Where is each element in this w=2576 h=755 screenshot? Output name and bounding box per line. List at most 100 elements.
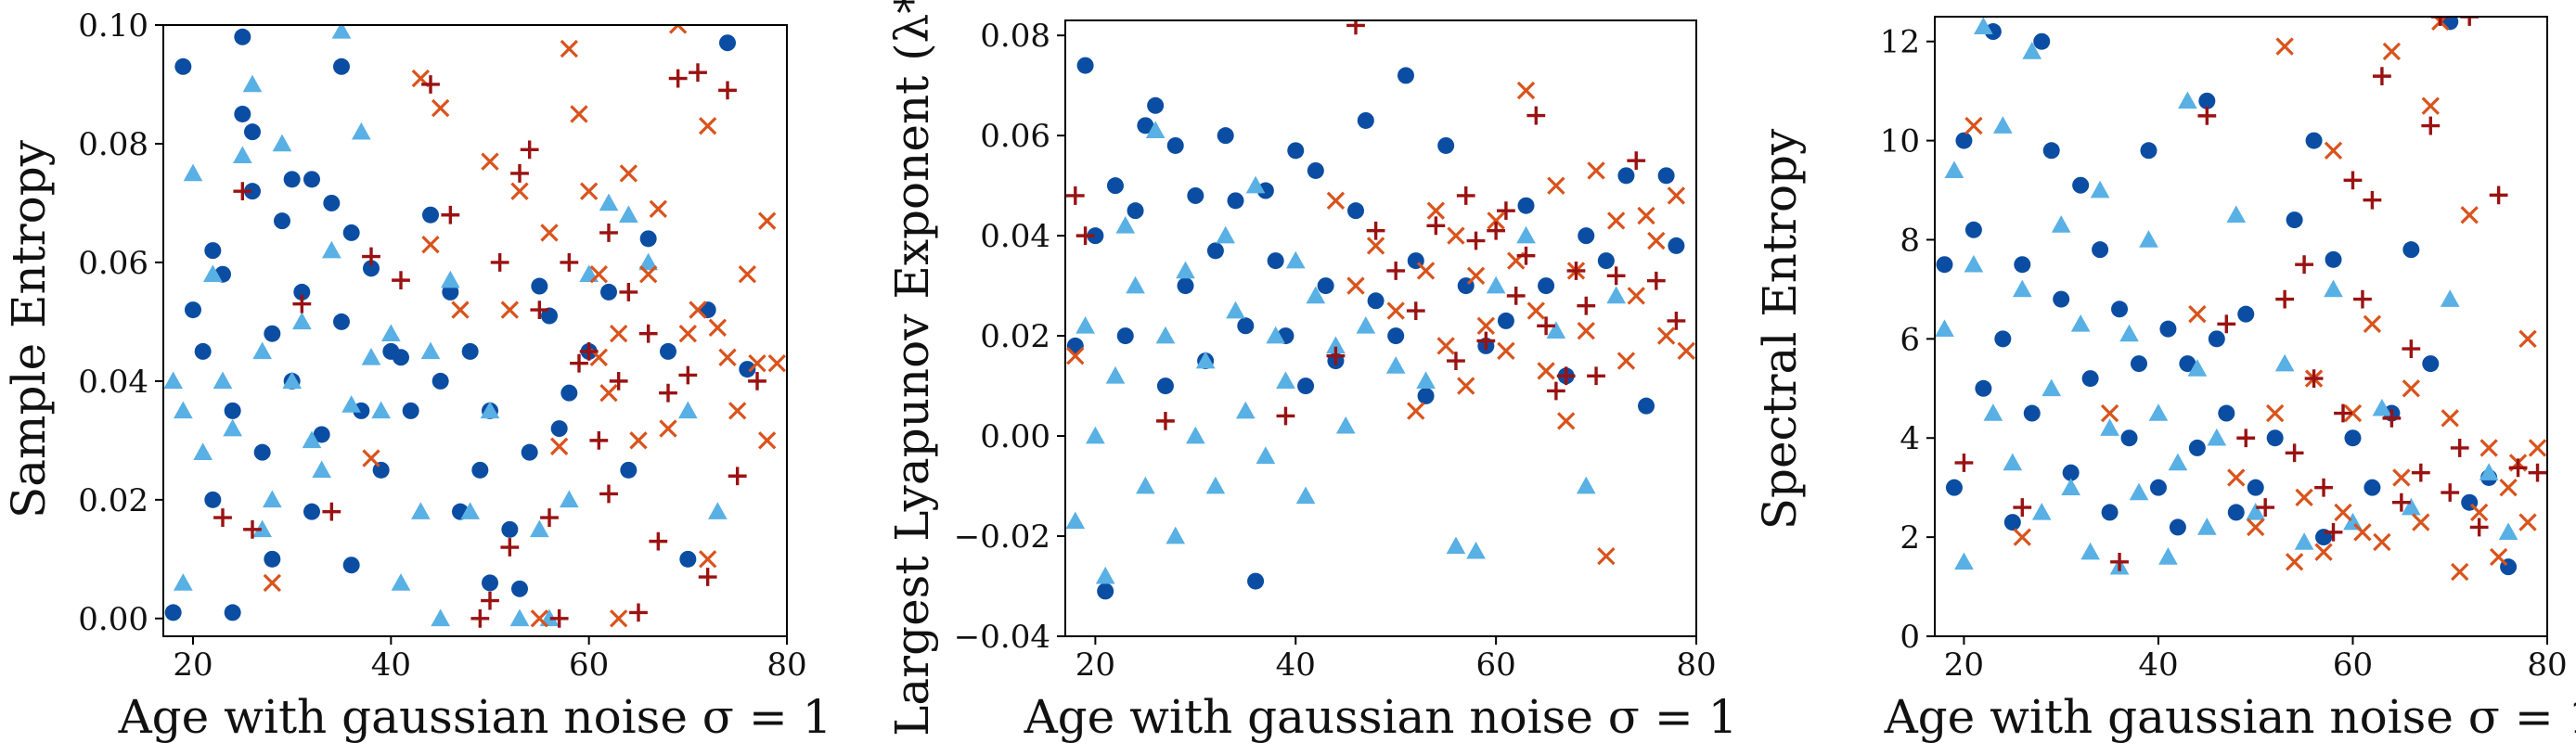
data-point	[1597, 252, 1615, 270]
series-triangle	[1935, 17, 2518, 575]
data-point	[510, 164, 529, 183]
data-point	[2412, 513, 2430, 531]
data-point	[1357, 111, 1374, 129]
data-point	[2363, 479, 2381, 496]
data-point	[2247, 518, 2265, 537]
data-point	[1097, 582, 1114, 600]
data-point	[660, 342, 676, 360]
data-point	[2479, 439, 2498, 457]
data-point	[1945, 479, 1963, 496]
data-point	[2237, 305, 2255, 323]
data-point	[362, 247, 380, 266]
data-point	[1637, 206, 1655, 225]
data-point	[609, 609, 628, 628]
data-point	[1367, 292, 1385, 310]
data-point	[1537, 316, 1555, 336]
data-point	[1095, 566, 1115, 584]
data-point	[659, 419, 677, 438]
data-point	[490, 253, 509, 272]
data-point	[677, 401, 698, 419]
data-point	[1476, 316, 1496, 335]
y-tick-label: 0.00	[78, 601, 148, 638]
data-point	[1497, 312, 1514, 329]
data-point	[2227, 504, 2245, 521]
data-point	[1287, 142, 1305, 160]
data-point	[1617, 167, 1635, 185]
data-point	[1086, 426, 1105, 444]
data-point	[2061, 478, 2081, 495]
data-point	[213, 371, 233, 390]
data-point	[1578, 227, 1595, 245]
data-point	[342, 224, 360, 241]
data-point	[2053, 290, 2070, 308]
data-point	[2469, 518, 2489, 537]
data-point	[698, 568, 717, 586]
data-point	[2450, 439, 2469, 457]
data-point	[510, 182, 529, 200]
data-point	[2325, 250, 2342, 268]
data-point	[659, 383, 677, 403]
data-point	[2101, 504, 2119, 521]
data-point	[2198, 92, 2216, 109]
data-point	[1416, 262, 1436, 280]
plot-frame	[162, 24, 788, 637]
data-point	[333, 58, 350, 75]
data-point	[410, 502, 431, 519]
data-point	[1526, 301, 1545, 320]
data-point	[638, 265, 658, 284]
data-point	[748, 371, 766, 390]
data-point	[1065, 511, 1086, 530]
data-point	[1447, 352, 1465, 370]
data-point	[2014, 256, 2031, 274]
data-point	[2528, 439, 2547, 457]
data-point	[244, 123, 261, 141]
data-point	[2294, 532, 2314, 550]
x-tick-label: 60	[1475, 646, 1515, 684]
data-point	[500, 301, 520, 319]
data-point	[2314, 543, 2333, 561]
data-point	[1537, 362, 1555, 380]
data-point	[589, 430, 609, 450]
data-point	[540, 224, 559, 242]
data-point	[1487, 211, 1505, 230]
data-point	[322, 502, 341, 521]
data-point	[668, 25, 688, 34]
data-point	[2430, 17, 2450, 26]
data-point	[1983, 403, 2003, 421]
data-point	[1487, 221, 1506, 240]
data-point	[441, 205, 460, 224]
data-point	[1356, 315, 1376, 334]
data-point	[351, 122, 371, 140]
data-point	[2266, 429, 2284, 447]
data-point	[1166, 526, 1186, 544]
data-point	[1936, 256, 1953, 274]
data-point	[2012, 279, 2032, 298]
data-point	[431, 608, 451, 627]
data-point	[1546, 321, 1566, 339]
data-point	[619, 283, 638, 301]
data-point	[1616, 352, 1636, 370]
data-point	[2391, 493, 2411, 512]
data-point	[321, 240, 341, 259]
data-point	[2422, 355, 2440, 373]
data-point	[2314, 478, 2333, 497]
data-point	[1994, 330, 2012, 348]
data-point	[1516, 246, 1536, 265]
x-tick-label: 40	[2138, 646, 2178, 684]
data-point	[649, 199, 668, 219]
y-tick-label: −0.02	[954, 518, 1050, 556]
data-point	[1066, 347, 1085, 365]
data-point	[2334, 503, 2352, 522]
data-point	[1156, 411, 1175, 430]
data-point	[570, 105, 588, 123]
data-point	[1556, 412, 1576, 430]
data-point	[1426, 201, 1446, 220]
data-point	[2344, 429, 2362, 447]
data-point	[2343, 171, 2363, 190]
data-point	[719, 34, 736, 52]
y-axis-label: Spectral Entropy	[1753, 128, 1807, 530]
data-point	[1145, 121, 1166, 139]
data-point	[391, 573, 411, 591]
data-point	[1546, 381, 1565, 401]
